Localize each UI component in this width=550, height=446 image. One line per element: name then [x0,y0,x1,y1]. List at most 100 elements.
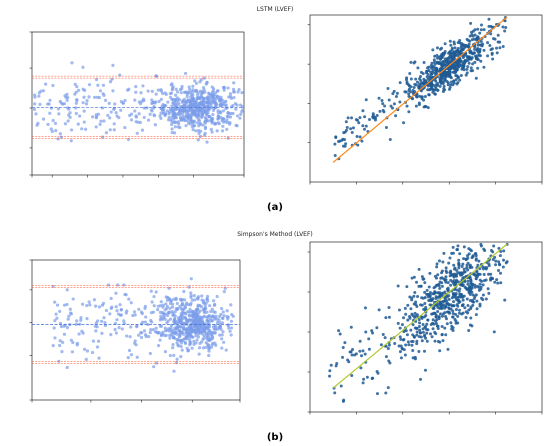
data-point [182,289,186,294]
data-point [147,335,151,339]
data-point [363,306,367,310]
data-point [435,56,439,60]
data-point [479,23,483,27]
data-point [234,107,238,111]
data-point [129,112,134,116]
data-point [417,349,421,353]
data-point [363,115,367,119]
data-point [168,333,172,337]
data-point [447,303,451,307]
data-point [79,316,83,320]
data-point [329,363,333,367]
data-point [181,99,186,103]
data-point [191,335,195,339]
data-point [438,349,442,353]
data-point [473,47,477,51]
data-point [478,302,482,306]
data-point [159,300,163,304]
data-point [210,343,214,347]
data-point [444,275,448,279]
data-point [229,94,233,99]
data-point [446,286,450,290]
data-point [391,92,395,96]
data-point [452,275,456,279]
data-point [420,275,424,279]
data-point [416,295,420,299]
data-point [133,109,137,113]
data-point [406,303,410,307]
data-point [229,319,233,323]
data-point [179,108,183,112]
data-point [406,318,410,322]
data-point [110,77,114,81]
data-point [159,97,163,101]
data-point [470,290,474,294]
data-point [358,349,362,353]
data-point [119,108,123,112]
data-point [178,304,182,309]
data-point [213,91,218,95]
data-point [198,309,202,313]
data-point [210,130,214,134]
data-point [402,121,406,125]
data-point [62,332,67,336]
data-point [157,99,161,104]
data-point [176,344,181,348]
data-point [448,274,452,278]
data-point [128,335,132,339]
data-point [471,62,475,66]
data-point [487,17,491,21]
data-point [434,79,438,83]
data-point [375,113,379,117]
data-point [455,288,459,292]
data-point [137,333,141,337]
data-point [235,124,239,128]
data-point [178,315,183,319]
data-point [203,125,208,129]
data-point [452,267,456,271]
data-point [435,53,439,57]
data-point [444,333,448,337]
data-point [457,266,461,270]
data-point [102,119,106,123]
data-point [187,333,192,337]
data-point [226,115,230,119]
data-point [449,321,453,325]
data-point [444,59,448,63]
data-point [37,91,41,95]
data-point [407,92,411,96]
data-point [195,296,199,300]
data-point [444,266,448,270]
data-point [171,342,175,347]
data-point [404,78,408,82]
data-point [417,318,421,322]
data-point [333,391,337,395]
data-point [464,257,468,261]
data-point [399,337,403,341]
data-point [482,28,486,32]
data-point [222,117,226,121]
data-point [81,331,85,335]
data-point [191,89,195,94]
data-point [463,285,467,289]
data-point [482,65,486,69]
data-point [71,340,75,345]
data-point [423,104,427,108]
data-point [207,349,211,353]
data-point [389,104,393,108]
data-point [475,49,479,53]
data-point [226,111,230,115]
data-point [423,295,427,299]
data-point [209,309,213,314]
data-point [422,349,426,353]
data-point [75,85,79,89]
data-point [131,313,135,318]
data-point [437,295,441,299]
data-point [153,101,157,105]
data-point [383,104,387,108]
data-point [154,92,158,96]
data-point [149,108,153,112]
data-point [414,300,418,304]
data-point [478,278,482,282]
data-point [205,336,209,340]
